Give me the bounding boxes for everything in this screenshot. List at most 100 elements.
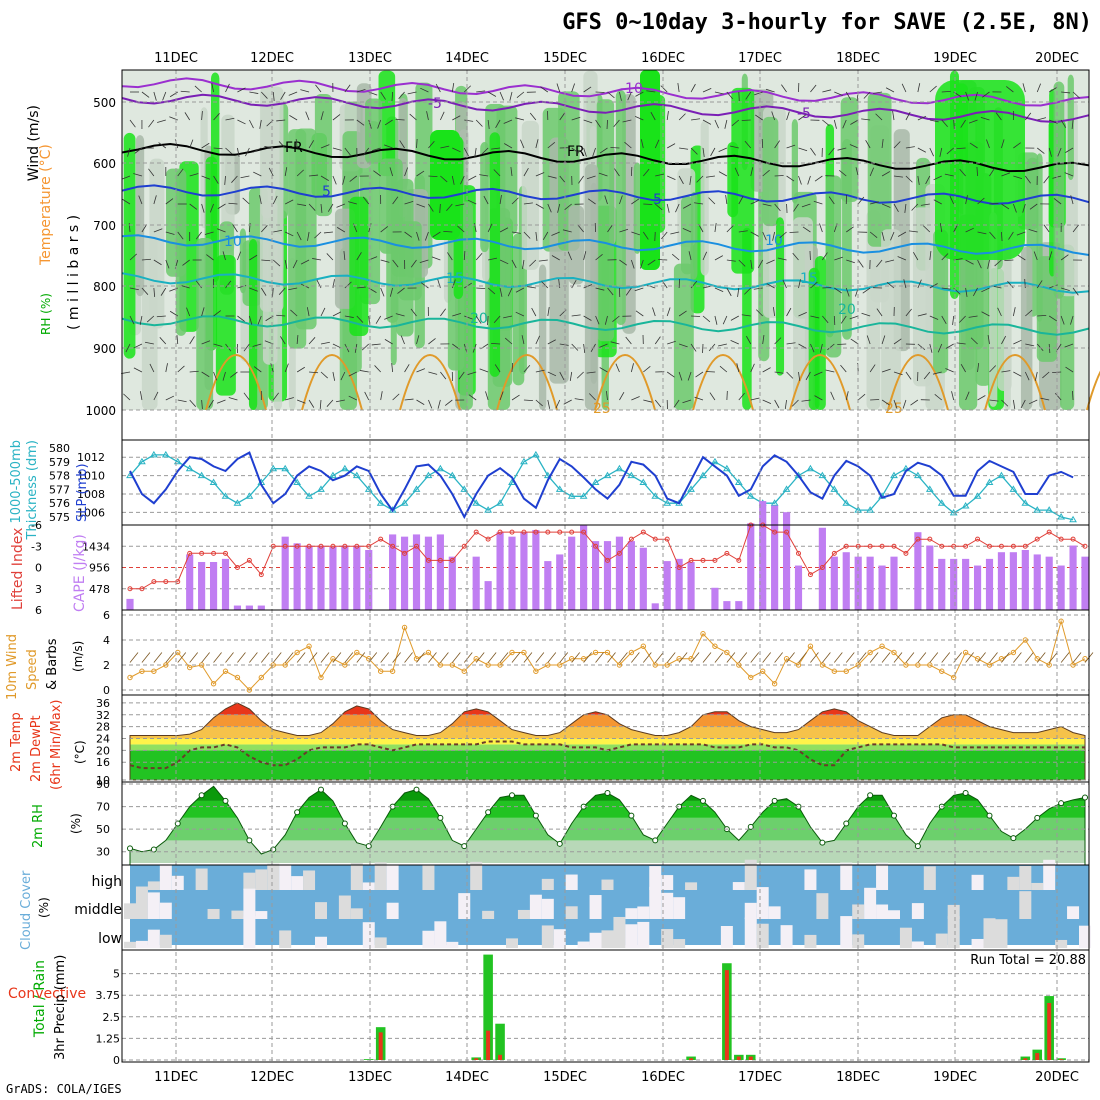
wind-barb	[613, 119, 620, 128]
rh-shade-cell	[1004, 236, 1011, 410]
wind-barb	[766, 283, 775, 289]
cloud-cell	[923, 866, 936, 890]
wind-barb	[407, 91, 417, 95]
wind-barb	[619, 91, 622, 101]
cape-bar	[1009, 552, 1017, 610]
bottom-day-label: 11DEC	[154, 1070, 198, 1085]
wind-barb	[523, 202, 533, 205]
panel-frame	[121, 949, 1090, 1063]
cape-bar	[723, 601, 731, 610]
wind-barb-10m	[475, 652, 485, 663]
wind-barb-10m	[344, 652, 354, 663]
wind-barb	[368, 119, 372, 129]
wind-barb	[428, 175, 438, 178]
wind-barb	[153, 91, 157, 101]
wind-barb	[904, 203, 907, 213]
wind-speed-point	[783, 656, 790, 662]
contour-label: -5	[428, 96, 442, 112]
wind-barb	[201, 340, 211, 345]
wind-barb	[863, 91, 871, 99]
wind-barb	[660, 85, 668, 93]
wind-speed-point	[891, 649, 897, 656]
thickness-point	[448, 471, 457, 479]
wind-barb	[606, 391, 608, 401]
wind-barb	[129, 119, 136, 128]
wind-barb	[485, 391, 489, 401]
wind-barb	[1037, 314, 1047, 317]
cloud-cell	[673, 897, 686, 919]
lifted-index-point	[342, 543, 348, 549]
cloud-cell	[446, 941, 459, 948]
cape-bar	[950, 558, 958, 610]
wind-barb	[762, 169, 770, 177]
cape-bar	[412, 534, 421, 610]
wind-barb	[992, 285, 1002, 289]
wind-barb-10m	[261, 652, 270, 663]
contour-label: 25	[593, 401, 611, 417]
rh-shade-cell	[933, 229, 949, 374]
rh-point	[294, 809, 301, 816]
wind-barb	[893, 371, 903, 376]
wind-barb	[165, 198, 174, 205]
wind-speed-point	[962, 649, 969, 656]
wind-barb	[308, 140, 315, 149]
rh-shade-cell	[867, 92, 892, 247]
wind-barb	[261, 91, 268, 99]
cloud-cell	[243, 872, 256, 890]
wind-barb	[737, 287, 740, 297]
thickness-point	[555, 485, 564, 492]
cloud-cell	[1019, 891, 1032, 919]
wind-barb	[779, 231, 787, 239]
cloud-unit: (%)	[37, 897, 51, 918]
cloud-cell	[386, 902, 399, 919]
thickness-point	[543, 471, 552, 479]
wind-barb-10m	[905, 652, 915, 663]
wind-speed-point	[401, 624, 408, 631]
lifted-index-point	[1070, 536, 1076, 542]
wind-barb-10m	[392, 652, 401, 663]
lifted-index-line	[130, 524, 1086, 590]
thickness-tick-label: 577	[49, 483, 70, 496]
wind-barb-10m	[989, 652, 998, 663]
wind-barb	[344, 147, 351, 156]
cloud-cell	[1043, 859, 1056, 890]
wind-barb	[977, 395, 986, 401]
cloud-cell	[601, 879, 614, 890]
wind-barb	[819, 343, 823, 353]
wind-barb	[249, 254, 258, 261]
wind-barb	[308, 337, 316, 345]
wind-barb	[599, 343, 608, 348]
wind-barb	[989, 168, 995, 177]
wind-barb	[523, 364, 531, 373]
wind-barb	[738, 230, 748, 233]
wind-barb	[951, 391, 955, 401]
wind-barb	[677, 83, 680, 93]
rh-shade-cell	[149, 158, 165, 329]
wind-barb	[881, 139, 884, 149]
cloud-cell	[171, 875, 184, 890]
wind-barb	[252, 343, 262, 347]
cloud-cell	[649, 866, 662, 890]
cloud-level-label: low	[98, 931, 122, 947]
wind-barb	[865, 140, 871, 149]
wind-barb	[507, 287, 513, 297]
wind-barb	[440, 371, 447, 380]
cape-bar	[997, 552, 1006, 610]
wind-barb	[420, 87, 429, 93]
wind-barb-10m	[284, 652, 294, 663]
chart-title: GFS 0~10day 3-hourly for SAVE (2.5E, 8N)	[562, 10, 1092, 35]
cloud-cell	[971, 938, 984, 948]
wind-barb	[216, 228, 226, 233]
wind-barb	[555, 399, 561, 409]
wind-barb	[571, 147, 580, 154]
wind-barb	[467, 199, 477, 205]
wind-barb	[917, 147, 927, 153]
wind-speed-point	[1082, 656, 1088, 662]
wind-barb	[798, 279, 801, 289]
wind-barb	[619, 392, 625, 401]
wind-barb	[571, 280, 577, 289]
wind-barb-10m	[440, 652, 449, 663]
wind-speed-point	[521, 649, 527, 656]
wind-barb	[1070, 315, 1074, 325]
wind-barb	[531, 307, 537, 317]
